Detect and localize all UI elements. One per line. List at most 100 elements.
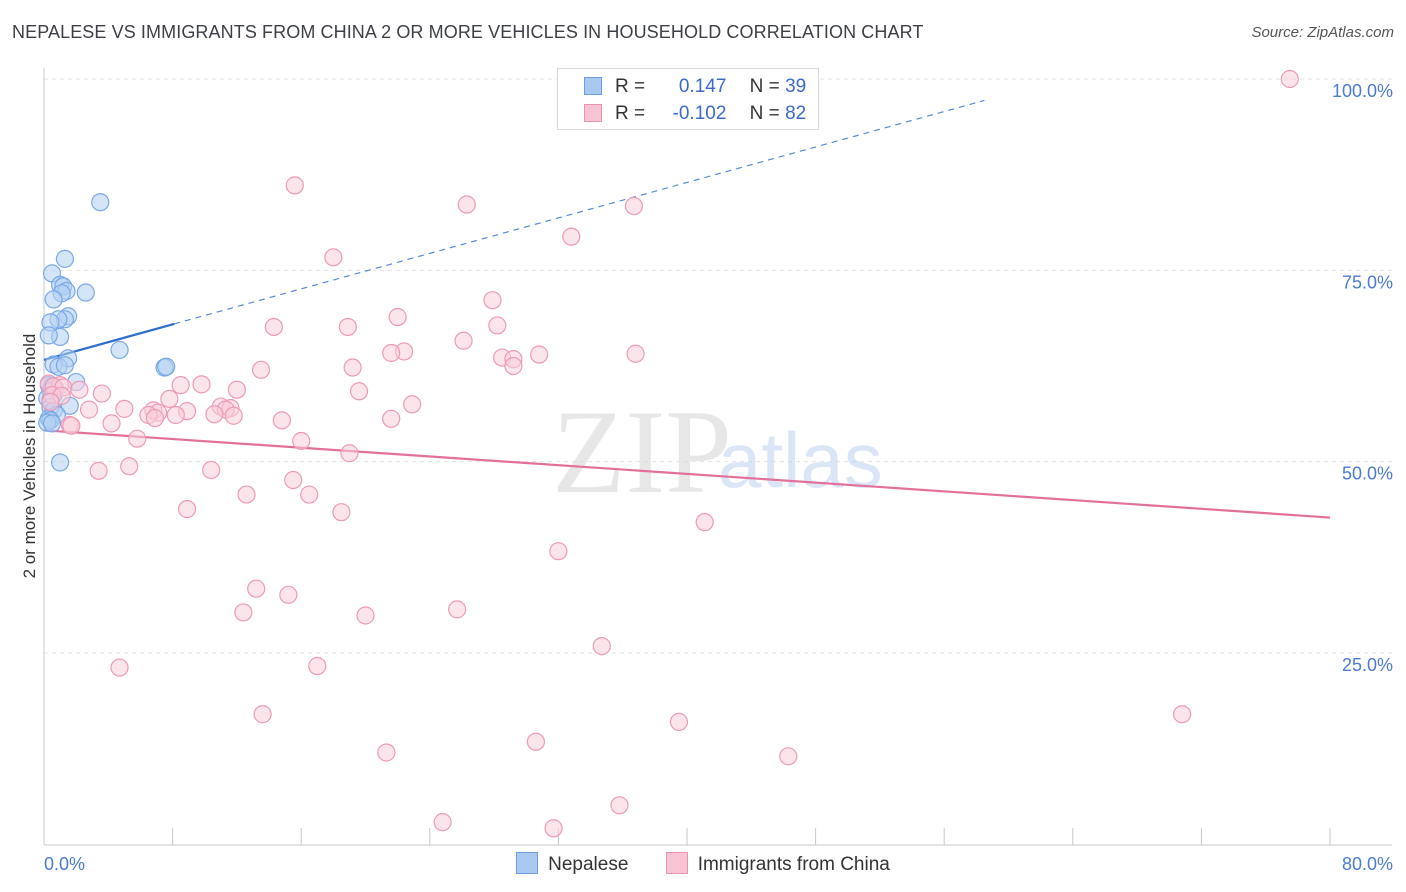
legend-label: Nepalese xyxy=(548,854,629,875)
china-point xyxy=(504,356,523,376)
r-value: 0.147 xyxy=(678,76,727,97)
china-point xyxy=(128,429,147,448)
china-point xyxy=(70,380,89,399)
china-point xyxy=(377,743,396,762)
legend-item-nepalese[interactable]: Nepalese xyxy=(516,852,628,876)
series-legend: Nepalese Immigrants from China xyxy=(0,852,1406,876)
data-points xyxy=(38,69,1299,838)
china-point xyxy=(251,360,271,379)
china-legend-swatch xyxy=(665,852,688,874)
nepalese-swatch xyxy=(584,77,602,95)
china-point xyxy=(624,196,644,216)
x-tick-label: 80.0% xyxy=(1342,854,1393,874)
china-point xyxy=(433,813,452,832)
china-point xyxy=(41,392,60,412)
stats-legend-row-china: R = -0.102 N = 82 xyxy=(584,103,806,125)
china-point xyxy=(349,382,369,401)
chart-source: Source: ZipAtlas.com xyxy=(1251,24,1394,41)
china-point xyxy=(454,331,473,350)
watermark-zip: ZIP xyxy=(552,385,732,518)
legend-label: Immigrants from China xyxy=(697,854,890,875)
china-point xyxy=(202,460,221,480)
stats-legend: R = 0.147 N = 39 R = -0.102 N = 82 xyxy=(557,68,819,130)
chart-title: NEPALESE VS IMMIGRANTS FROM CHINA 2 OR M… xyxy=(12,22,924,42)
china-point xyxy=(382,343,401,363)
tick-labels: 100.0% 75.0% 50.0% 25.0% 0.0% 80.0% xyxy=(44,81,1393,874)
china-point xyxy=(89,461,108,480)
china-point xyxy=(382,409,401,428)
y-tick-label: 75.0% xyxy=(1342,272,1393,292)
china-point xyxy=(145,408,165,428)
china-point xyxy=(483,291,502,310)
y-tick-label: 25.0% xyxy=(1342,655,1393,675)
china-point xyxy=(669,712,689,731)
china-point xyxy=(340,444,359,463)
china-point xyxy=(292,431,311,451)
china-point xyxy=(457,195,476,214)
china-point xyxy=(279,585,298,604)
nepalese-point xyxy=(44,290,63,309)
legend-item-china[interactable]: Immigrants from China xyxy=(665,852,890,876)
china-point xyxy=(338,317,357,337)
y-tick-label: 100.0% xyxy=(1332,81,1393,101)
china-point xyxy=(308,656,327,676)
nepalese-legend-swatch xyxy=(516,852,539,874)
x-tick-label: 0.0% xyxy=(44,854,85,874)
china-point xyxy=(192,375,211,394)
nepalese-trend-extension xyxy=(174,99,985,325)
china-point xyxy=(102,414,121,433)
china-point xyxy=(549,542,568,561)
china-point xyxy=(177,500,197,519)
china-point xyxy=(779,747,798,766)
china-point xyxy=(62,416,81,435)
gridlines xyxy=(44,78,1392,654)
china-point xyxy=(332,503,351,522)
china-point xyxy=(205,405,224,424)
nepalese-point xyxy=(91,193,110,212)
watermark: ZIP atlas xyxy=(552,385,883,518)
china-point xyxy=(234,603,253,622)
china-point xyxy=(488,316,507,335)
china-trend-line xyxy=(43,429,1331,519)
china-point xyxy=(562,227,581,246)
china-point xyxy=(610,796,629,815)
r-label: R = xyxy=(615,76,646,97)
nepalese-point xyxy=(157,357,176,376)
china-point xyxy=(388,307,407,327)
china-point xyxy=(171,376,190,395)
china-point xyxy=(403,395,422,414)
china-swatch xyxy=(584,104,602,122)
china-point xyxy=(110,658,129,677)
china-point xyxy=(284,470,303,490)
nepalese-point xyxy=(39,326,58,345)
nepalese-point xyxy=(110,340,129,360)
china-point xyxy=(115,399,134,418)
china-point xyxy=(120,457,139,476)
china-point xyxy=(526,732,545,751)
china-point xyxy=(272,411,292,430)
china-point xyxy=(160,389,179,409)
china-point xyxy=(166,405,185,425)
china-point xyxy=(1280,69,1299,89)
china-point xyxy=(343,358,362,377)
china-point xyxy=(530,345,549,364)
n-label: N = xyxy=(749,103,780,124)
n-value: 39 xyxy=(785,76,807,97)
y-tick-label: 50.0% xyxy=(1342,464,1393,484)
china-point xyxy=(237,485,256,504)
china-point xyxy=(92,384,111,403)
china-point xyxy=(1173,705,1192,724)
n-label: N = xyxy=(749,76,780,97)
china-point xyxy=(264,317,283,337)
china-point xyxy=(592,637,611,656)
r-value: -0.102 xyxy=(672,103,727,124)
china-point xyxy=(224,406,243,425)
nepalese-point xyxy=(55,356,74,375)
nepalese-point xyxy=(42,414,62,433)
china-point xyxy=(227,380,246,399)
china-point xyxy=(300,485,319,504)
nepalese-point xyxy=(50,453,70,472)
china-point xyxy=(324,248,343,267)
china-point xyxy=(448,600,467,619)
